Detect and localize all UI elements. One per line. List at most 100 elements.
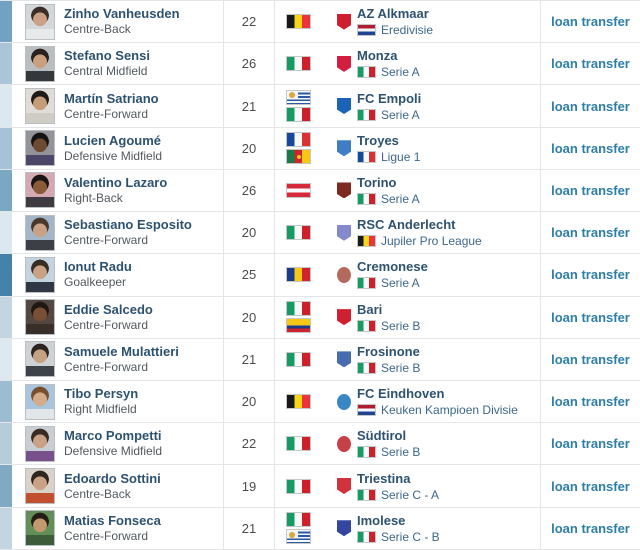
player-photo[interactable] xyxy=(25,45,55,82)
player-position: Centre-Forward xyxy=(64,106,149,121)
table-row: Zinho Vanheusden Centre-Back 22 AZ Alkmaar E… xyxy=(0,1,640,44)
player-name-link[interactable]: Martín Satriano xyxy=(64,90,159,106)
club-crest-icon[interactable] xyxy=(337,98,351,115)
player-photo[interactable] xyxy=(25,3,55,40)
loan-transfer-link[interactable]: loan transfer xyxy=(551,182,630,198)
player-cell: Samuele Mulattieri Centre-Forward xyxy=(12,339,223,380)
player-name-link[interactable]: Eddie Salcedo xyxy=(64,301,153,317)
loan-transfer-link[interactable]: loan transfer xyxy=(551,225,630,241)
club-name-link[interactable]: Cremonese xyxy=(357,259,428,275)
loan-transfer-link[interactable]: loan transfer xyxy=(551,478,630,494)
club-name-link[interactable]: Imolese xyxy=(357,512,406,528)
club-name-link[interactable]: Triestina xyxy=(357,470,411,486)
club-crest-icon[interactable] xyxy=(337,182,351,199)
league-name-link[interactable]: Serie A xyxy=(381,191,420,206)
club-crest-icon[interactable] xyxy=(337,520,351,537)
club-crest-icon[interactable] xyxy=(337,435,351,452)
nationality-cell xyxy=(275,85,330,126)
loan-transfer-link[interactable]: loan transfer xyxy=(551,351,630,367)
club-crest-icon[interactable] xyxy=(337,266,351,283)
player-photo[interactable] xyxy=(25,299,55,336)
player-photo[interactable] xyxy=(25,214,55,251)
player-photo[interactable] xyxy=(25,341,55,378)
table-row: Marco Pompetti Defensive Midfield 22 Südtir… xyxy=(0,423,640,466)
player-name-link[interactable]: Valentino Lazaro xyxy=(64,174,168,190)
loan-transfer-link[interactable]: loan transfer xyxy=(551,394,630,410)
player-name-link[interactable]: Ionut Radu xyxy=(64,259,132,275)
player-name-link[interactable]: Marco Pompetti xyxy=(64,428,162,444)
league-name-link[interactable]: Serie A xyxy=(381,276,420,291)
league-name-link[interactable]: Jupiler Pro League xyxy=(381,234,482,249)
loan-transfer-link[interactable]: loan transfer xyxy=(551,56,630,72)
league-name-link[interactable]: Serie C - B xyxy=(381,529,440,544)
player-name-link[interactable]: Lucien Agoumé xyxy=(64,132,162,148)
club-crest-icon[interactable] xyxy=(337,13,351,30)
player-name-link[interactable]: Matias Fonseca xyxy=(64,512,161,528)
league-name-link[interactable]: Serie A xyxy=(381,107,420,122)
loan-cell: loan transfer xyxy=(540,296,640,338)
player-name-link[interactable]: Zinho Vanheusden xyxy=(64,6,180,22)
age-cell: 19 xyxy=(223,465,275,507)
age-cell: 22 xyxy=(223,1,275,43)
club-name-link[interactable]: Südtirol xyxy=(357,428,407,444)
club-name-link[interactable]: AZ Alkmaar xyxy=(357,6,429,22)
club-crest-icon[interactable] xyxy=(337,351,351,368)
club-crest-icon[interactable] xyxy=(337,55,351,72)
league-line: Keuken Kampioen Divisie xyxy=(357,403,518,417)
player-photo[interactable] xyxy=(25,383,55,420)
player-name-link[interactable]: Stefano Sensi xyxy=(64,48,150,64)
loan-transfer-link[interactable]: loan transfer xyxy=(551,436,630,452)
loan-transfer-link[interactable]: loan transfer xyxy=(551,520,630,536)
row-color-strip xyxy=(0,43,12,85)
league-name-link[interactable]: Serie C - A xyxy=(381,487,440,502)
club-name-link[interactable]: Torino xyxy=(357,174,397,190)
club-crest-icon[interactable] xyxy=(337,309,351,326)
club-name-link[interactable]: FC Empoli xyxy=(357,90,422,106)
flag-fr-icon xyxy=(357,150,376,163)
league-name-link[interactable]: Serie A xyxy=(381,65,420,80)
club-name-link[interactable]: RSC Anderlecht xyxy=(357,217,456,233)
club-name-link[interactable]: Troyes xyxy=(357,132,399,148)
player-photo[interactable] xyxy=(25,130,55,167)
player-photo[interactable] xyxy=(25,256,55,293)
player-photo[interactable] xyxy=(25,88,55,125)
nationality-cell xyxy=(275,297,330,338)
club-info: Südtirol Serie B xyxy=(357,428,420,459)
player-name-link[interactable]: Tibo Persyn xyxy=(64,386,139,402)
league-line: Serie C - B xyxy=(357,530,440,544)
player-position: Defensive Midfield xyxy=(64,148,163,163)
player-name-link[interactable]: Sebastiano Esposito xyxy=(64,217,192,233)
player-info: Eddie Salcedo Centre-Forward xyxy=(64,302,153,333)
league-name-link[interactable]: Ligue 1 xyxy=(381,149,421,164)
player-name-link[interactable]: Samuele Mulattieri xyxy=(64,343,179,359)
league-line: Serie C - A xyxy=(357,488,439,502)
player-photo[interactable] xyxy=(25,510,55,547)
player-photo[interactable] xyxy=(25,425,55,462)
club-name-link[interactable]: Bari xyxy=(357,301,383,317)
player-photo[interactable] xyxy=(25,468,55,505)
club-name-link[interactable]: Monza xyxy=(357,48,398,64)
age-cell: 22 xyxy=(223,423,275,465)
league-name-link[interactable]: Serie B xyxy=(381,360,421,375)
league-name-link[interactable]: Eredivisie xyxy=(381,23,434,38)
club-name-link[interactable]: FC Eindhoven xyxy=(357,386,445,402)
loan-transfer-link[interactable]: loan transfer xyxy=(551,98,630,114)
club-crest-icon[interactable] xyxy=(337,393,351,410)
loan-cell: loan transfer xyxy=(540,85,640,127)
league-name-link[interactable]: Serie B xyxy=(381,318,421,333)
player-name-link[interactable]: Edoardo Sottini xyxy=(64,470,161,486)
flag-co-icon xyxy=(286,318,311,334)
loan-transfer-link[interactable]: loan transfer xyxy=(551,140,630,156)
loan-transfer-link[interactable]: loan transfer xyxy=(551,309,630,325)
league-name-link[interactable]: Serie B xyxy=(381,445,421,460)
loan-transfer-link[interactable]: loan transfer xyxy=(551,14,630,30)
club-crest-icon[interactable] xyxy=(337,140,351,157)
player-info: Ionut Radu Goalkeeper xyxy=(64,259,132,290)
club-info: Monza Serie A xyxy=(357,48,420,79)
club-crest-icon[interactable] xyxy=(337,478,351,495)
club-crest-icon[interactable] xyxy=(337,224,351,241)
loan-transfer-link[interactable]: loan transfer xyxy=(551,267,630,283)
club-name-link[interactable]: Frosinone xyxy=(357,343,420,359)
player-photo[interactable] xyxy=(25,172,55,209)
league-name-link[interactable]: Keuken Kampioen Divisie xyxy=(381,403,518,418)
